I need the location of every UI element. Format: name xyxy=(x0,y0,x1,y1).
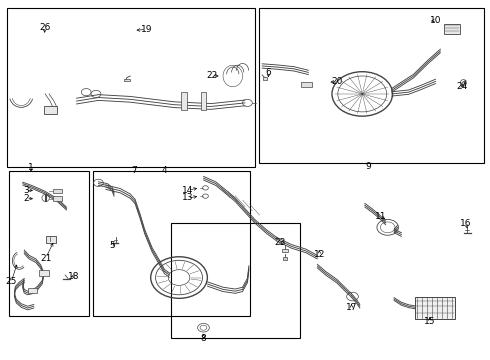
Text: 26: 26 xyxy=(39,23,50,32)
Bar xyxy=(44,106,57,114)
Text: 20: 20 xyxy=(331,77,343,86)
Text: 22: 22 xyxy=(206,71,218,80)
Text: 24: 24 xyxy=(457,82,468,91)
Text: 8: 8 xyxy=(200,334,206,343)
Bar xyxy=(181,92,187,110)
Bar xyxy=(6,8,255,167)
Text: 3: 3 xyxy=(23,185,29,194)
Text: 21: 21 xyxy=(40,254,51,263)
Text: 4: 4 xyxy=(162,166,167,175)
Bar xyxy=(415,297,455,319)
Text: 6: 6 xyxy=(266,68,271,77)
Text: 11: 11 xyxy=(375,212,387,221)
Text: 5: 5 xyxy=(109,241,115,250)
Bar xyxy=(283,257,287,260)
Text: 17: 17 xyxy=(346,303,357,312)
Text: 15: 15 xyxy=(424,317,436,326)
Text: 1: 1 xyxy=(28,163,34,172)
Text: 14: 14 xyxy=(182,185,193,194)
Text: 16: 16 xyxy=(460,219,471,228)
Bar xyxy=(27,288,37,293)
Text: 23: 23 xyxy=(274,238,286,247)
Bar xyxy=(53,197,62,201)
Bar xyxy=(282,249,288,252)
Bar xyxy=(259,8,485,163)
Bar xyxy=(301,82,312,87)
Bar xyxy=(263,77,268,80)
Text: 7: 7 xyxy=(131,166,137,175)
Text: 19: 19 xyxy=(141,25,152,34)
Bar xyxy=(39,270,49,276)
Bar xyxy=(93,171,250,316)
Text: 13: 13 xyxy=(182,193,193,202)
Bar xyxy=(46,236,56,243)
Bar xyxy=(53,189,62,193)
Bar xyxy=(9,171,89,316)
Bar xyxy=(124,78,130,81)
Bar xyxy=(171,223,300,338)
Text: 2: 2 xyxy=(24,194,29,203)
Text: 18: 18 xyxy=(68,271,80,280)
Text: 9: 9 xyxy=(365,162,371,171)
Text: 25: 25 xyxy=(6,276,17,285)
Bar xyxy=(200,92,206,110)
Text: 10: 10 xyxy=(430,16,441,25)
Text: 12: 12 xyxy=(314,250,325,259)
Bar xyxy=(444,24,460,34)
